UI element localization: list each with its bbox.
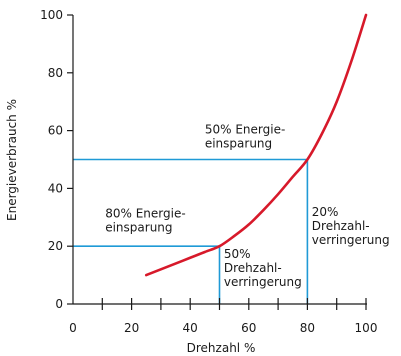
x-axis-label: Drehzahl % — [187, 341, 256, 355]
x-tick-label: 60 — [241, 321, 256, 335]
guide-lines — [73, 158, 309, 304]
annotation-line: 20% — [312, 205, 339, 219]
annotation: 20% Drehzahl-verringerung — [312, 205, 390, 247]
y-tick-label: 20 — [48, 239, 63, 253]
y-axis-label: Energieverbrauch % — [5, 99, 19, 221]
annotation: 80% Energie-einsparung — [105, 206, 185, 234]
x-tick-label: 40 — [183, 321, 198, 335]
annotation-line: verringerung — [312, 233, 390, 247]
x-tick-label: 100 — [355, 321, 378, 335]
annotation-line: einsparung — [105, 220, 172, 234]
annotation: 50% Energie-einsparung — [205, 122, 285, 150]
series — [144, 13, 368, 277]
annotation-line: 50% Energie- — [205, 122, 285, 136]
series-line — [144, 13, 368, 277]
annotation-line: einsparung — [205, 136, 272, 150]
y-tick-label: 0 — [55, 297, 63, 311]
x-tick-label: 20 — [124, 321, 139, 335]
y-tick-label: 60 — [48, 124, 63, 138]
y-tick-label: 40 — [48, 181, 63, 195]
annotation: 50% Drehzahl-verringerung — [224, 247, 302, 289]
annotation-line: 80% Energie- — [105, 206, 185, 220]
annotation-line: Drehzahl- — [224, 261, 282, 275]
annotation-line: verringerung — [224, 275, 302, 289]
y-tick-label: 80 — [48, 66, 63, 80]
x-tick-label: 0 — [69, 321, 77, 335]
y-tick-label: 100 — [40, 8, 63, 22]
ticks: 0 20 40 60 80 100 0 20 40 60 80 100 — [40, 8, 377, 335]
annotation-line: 50% — [224, 247, 251, 261]
x-tick-label: 80 — [300, 321, 315, 335]
annotation-line: Drehzahl- — [312, 219, 370, 233]
